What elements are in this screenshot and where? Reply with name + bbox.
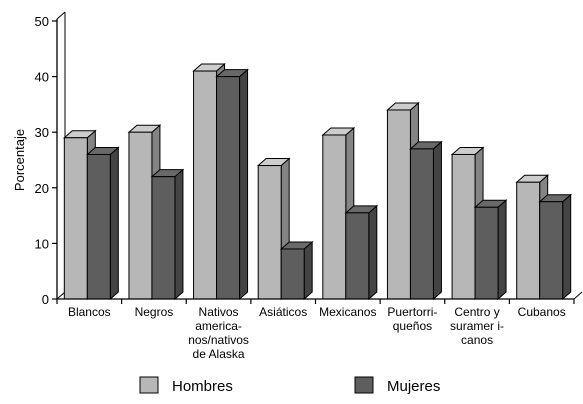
- y-axis-label: Porcentaje: [12, 129, 27, 191]
- category-label-line: america-: [195, 319, 242, 333]
- category-label: Blancos: [68, 305, 111, 319]
- bar-front: [474, 206, 499, 300]
- bar-front: [280, 248, 305, 300]
- axis-depth-line: [56, 291, 66, 300]
- y-axis: 0 10 20 30 40 50: [35, 11, 66, 307]
- category-label-line: Mexicanos: [319, 305, 376, 319]
- bar-mujeres-2: [215, 68, 249, 301]
- bar-side: [497, 199, 507, 301]
- category-label-line: queños: [393, 319, 432, 333]
- category-label: Asiáticos: [259, 305, 307, 319]
- y-tick-label: 0: [42, 292, 49, 307]
- category-label-line: Cubanos: [518, 305, 566, 319]
- bar-side: [368, 204, 378, 301]
- x-axis-depth-line: [573, 291, 583, 300]
- category-label-line: nos/nativos: [188, 333, 249, 347]
- legend-label-hombres: Hombres: [172, 378, 233, 395]
- bar-front: [151, 176, 176, 300]
- category-labels: Blancos Negros Nativos america-nos/nativos d…: [68, 305, 566, 361]
- bar-mujeres-3: [279, 240, 314, 301]
- y-tick-label: 10: [35, 236, 49, 251]
- bar-side: [239, 68, 249, 301]
- category-label: Centro y suramer i-canos: [450, 305, 504, 347]
- bar-mujeres-1: [150, 168, 185, 301]
- legend: Hombres Mujeres: [139, 376, 440, 395]
- category-label-line: Nativos: [199, 305, 239, 319]
- x-axis: [56, 291, 583, 304]
- bar-front: [216, 76, 241, 300]
- y-tick-label: 20: [35, 181, 49, 196]
- category-label-line: suramer i-: [450, 319, 504, 333]
- bar-front: [193, 70, 218, 300]
- category-label-line: Blancos: [68, 305, 111, 319]
- bar-side: [174, 168, 184, 301]
- category-label: Puertorri-queños: [387, 305, 437, 333]
- category-label: Mexicanos: [319, 305, 376, 319]
- bar-front: [409, 148, 434, 300]
- bar-front: [86, 153, 111, 300]
- bar-mujeres-6: [473, 199, 508, 301]
- bar-front: [322, 134, 347, 300]
- legend-label-mujeres: Mujeres: [387, 378, 440, 395]
- bar-mujeres-0: [85, 146, 120, 301]
- category-label-line: Centro y: [454, 305, 499, 319]
- bar-side: [562, 193, 572, 301]
- bar-front: [128, 131, 153, 300]
- bar-front: [539, 201, 564, 300]
- bar-mujeres-4: [344, 204, 379, 301]
- bar-side: [432, 140, 442, 301]
- bars: [62, 62, 573, 301]
- category-label-line: canos: [461, 333, 493, 347]
- bar-front: [257, 165, 282, 300]
- y-tick-label: 40: [35, 70, 49, 85]
- bar-front: [63, 137, 88, 300]
- y-tick-label: 50: [35, 14, 49, 29]
- legend-swatch-mujeres: [354, 376, 374, 394]
- bar-mujeres-5: [409, 140, 443, 301]
- category-label: Negros: [135, 305, 174, 319]
- bar-front: [345, 212, 370, 300]
- bar-side: [109, 146, 119, 301]
- bar-front: [386, 109, 411, 300]
- category-label-line: de Alaska: [193, 347, 245, 361]
- legend-swatch-hombres: [139, 376, 159, 394]
- bar-side: [303, 240, 313, 301]
- category-label: Cubanos: [518, 305, 566, 319]
- bar-front: [516, 181, 541, 300]
- category-label-line: Asiáticos: [259, 305, 307, 319]
- category-label-line: Negros: [135, 305, 174, 319]
- y-tick-label: 30: [35, 125, 49, 140]
- category-label: Nativos america-nos/nativos de Alaska: [188, 305, 249, 361]
- bar-front: [451, 153, 476, 300]
- axis-top-depth-line: [56, 11, 66, 20]
- bar-mujeres-7: [538, 193, 573, 301]
- category-label-line: Puertorri-: [387, 305, 437, 319]
